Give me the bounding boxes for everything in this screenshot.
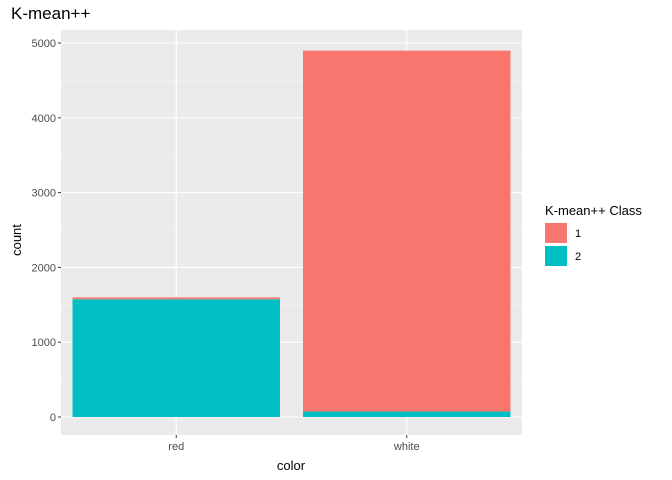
y-axis-title: count — [9, 224, 24, 256]
bar-red-class-2 — [72, 299, 280, 417]
y-tick-label: 3000 — [32, 188, 56, 200]
y-axis: 0 1000 2000 3000 4000 5000 — [32, 38, 61, 424]
legend-key-2 — [545, 246, 567, 266]
legend-label-1: 1 — [575, 228, 581, 240]
y-tick-label: 0 — [50, 412, 56, 424]
bar-red-class-1 — [72, 297, 280, 300]
x-tick-label-red: red — [168, 441, 184, 453]
x-axis-title: color — [277, 458, 306, 473]
y-tick-label: 2000 — [32, 262, 56, 274]
legend-label-2: 2 — [575, 251, 581, 263]
bars-layer — [72, 50, 511, 417]
y-tick-label: 5000 — [32, 38, 56, 50]
legend-title: K-mean++ Class — [545, 203, 642, 218]
bar-white-class-2 — [303, 411, 511, 417]
x-axis: red white — [168, 435, 420, 453]
bar-white-class-1 — [303, 50, 511, 412]
legend-key-1 — [545, 223, 567, 243]
chart-title: K-mean++ — [11, 4, 90, 23]
y-tick-label: 4000 — [32, 113, 56, 125]
legend: K-mean++ Class 1 2 — [545, 203, 642, 266]
x-tick-label-white: white — [393, 441, 420, 453]
y-tick-label: 1000 — [32, 337, 56, 349]
